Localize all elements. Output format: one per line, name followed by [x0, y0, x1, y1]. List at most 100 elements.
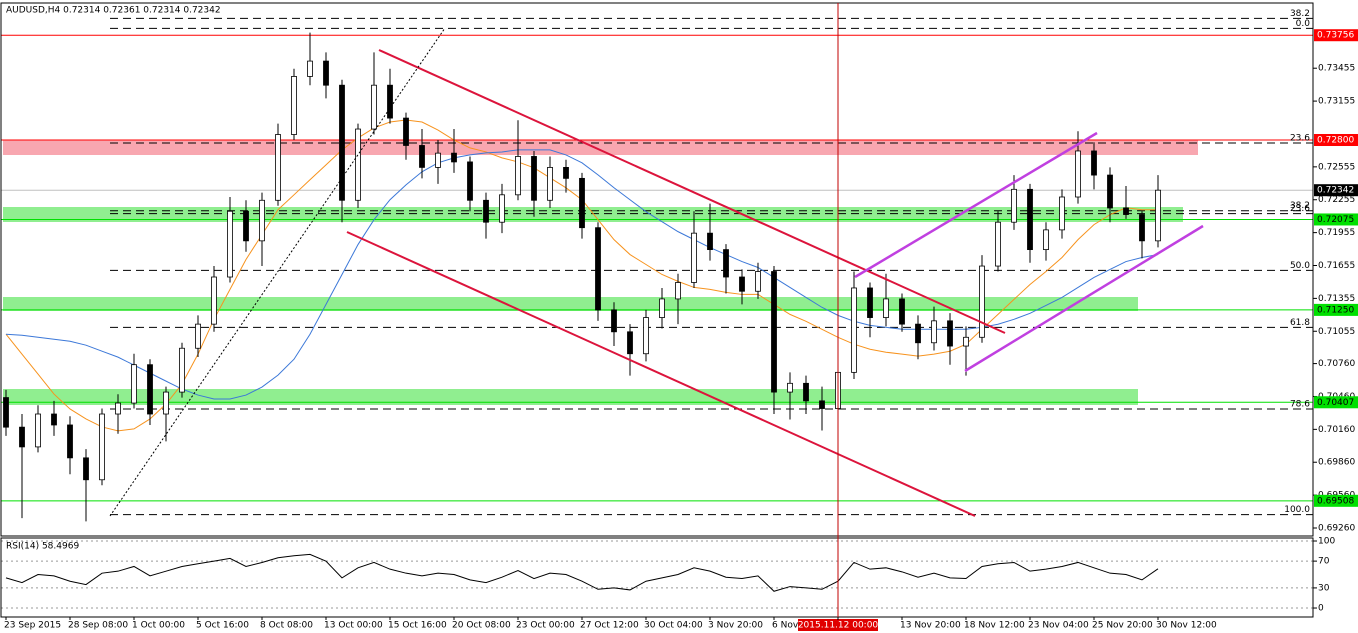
support-zone: [3, 389, 1138, 405]
fib-label: 23.6: [1290, 204, 1310, 214]
candle-body: [1011, 188, 1017, 223]
candle-body: [563, 167, 569, 179]
price-level-label: 0.73756: [1317, 31, 1354, 41]
marks: [3, 32, 1161, 592]
candle-body: [1059, 196, 1065, 231]
candle-body: [675, 282, 681, 300]
candle-body: [355, 128, 361, 201]
candle-body: [323, 60, 329, 86]
channel-line: [964, 224, 1204, 373]
x-tick-label: 23 Oct 00:00: [516, 621, 575, 631]
candle-body: [723, 249, 729, 278]
candle-body: [979, 265, 985, 338]
price-level-label: 0.72342: [1317, 186, 1354, 196]
candle-body: [259, 199, 265, 242]
price-level-tag: [1314, 134, 1358, 147]
y-tick-label: 0.73155: [1318, 97, 1355, 107]
price-level-tag: [1314, 494, 1358, 507]
x-tick-label: 27 Oct 12:00: [580, 621, 639, 631]
x-tick-label: 13 Oct 00:00: [324, 621, 383, 631]
price-level-tag: [1314, 396, 1358, 409]
candle-body: [643, 317, 649, 355]
y-tick-label: 0.71355: [1318, 294, 1355, 304]
candle-body: [659, 298, 665, 318]
candle-body: [1123, 207, 1129, 215]
candle-body: [419, 145, 425, 168]
candle-body: [147, 364, 153, 415]
candle-body: [67, 424, 73, 459]
candle-body: [611, 309, 617, 333]
price-level-tag: [1314, 184, 1358, 197]
candle-body: [787, 382, 793, 393]
candle-body: [947, 320, 953, 347]
price-level-tag: [1314, 213, 1358, 226]
channel-line: [346, 231, 976, 517]
candle-body: [1107, 174, 1113, 209]
levels: [1, 17, 1313, 609]
y-tick-label: 0.72255: [1318, 195, 1355, 205]
candle-body: [1043, 229, 1049, 251]
candle-body: [1027, 188, 1033, 251]
y-tick-label: 0.70760: [1318, 359, 1355, 369]
candle-body: [35, 413, 41, 448]
candle-body: [803, 382, 809, 402]
candle-body: [1075, 150, 1081, 198]
candle-body: [691, 232, 697, 283]
candle-body: [963, 336, 969, 347]
fib-label: 78.6: [1290, 399, 1310, 409]
price-level-tag: [1314, 29, 1358, 42]
candle-body: [307, 60, 313, 77]
y-tick-label: 0.69260: [1318, 523, 1355, 533]
chart-title: AUDUSD,H4 0.72314 0.72361 0.72314 0.7234…: [6, 6, 221, 16]
resistance-zone: [3, 140, 1198, 155]
candle-body: [483, 199, 489, 223]
x-tick-label: 5 Oct 16:00: [196, 621, 249, 631]
candle-body: [595, 227, 601, 311]
y-tick-label: 0.71055: [1318, 327, 1355, 337]
fib-trend-line: [109, 27, 446, 517]
y-tick-label: 100: [1318, 537, 1335, 547]
candle-body: [131, 364, 137, 404]
x-tick-label: 20 Oct 08:00: [452, 621, 511, 631]
support-zone: [3, 297, 1138, 311]
candle-body: [243, 210, 249, 242]
price-level-label: 0.70407: [1317, 398, 1354, 408]
axes: 0.73455 0.73155 0.72555 0.72255 0.71955 0.716…: [4, 3, 1358, 631]
candle-body: [179, 347, 185, 393]
y-tick-label: 0.69860: [1318, 458, 1355, 468]
x-tick-label: 23 Nov 04:00: [1028, 621, 1089, 631]
trend-drawings: [109, 27, 1204, 517]
y-tick-label: 0.70160: [1318, 425, 1355, 435]
fib-label: 23.6: [1290, 133, 1310, 143]
candle-body: [739, 276, 745, 292]
rsi-line: [5, 553, 1159, 592]
x-tick-label: 8 Oct 08:00: [260, 621, 313, 631]
candle-body: [403, 117, 409, 146]
candle-body: [115, 402, 121, 415]
candle-body: [883, 298, 889, 318]
y-tick-label: 70: [1318, 557, 1330, 567]
candle-body: [371, 84, 377, 130]
x-tick-label: 3 Nov 20:00: [708, 621, 763, 631]
candle-body: [851, 287, 857, 373]
candle-body: [819, 400, 825, 409]
y-tick-label: 0.71655: [1318, 261, 1355, 271]
candle-body: [275, 134, 281, 201]
price-level-label: 0.72075: [1317, 215, 1354, 225]
candle-body: [547, 167, 553, 201]
fib-label: 100.0: [1284, 505, 1310, 515]
candle-body: [435, 152, 441, 168]
candle-body: [99, 413, 105, 481]
y-tick-label: 0.72555: [1318, 162, 1355, 172]
y-tick-label: 30: [1318, 583, 1330, 593]
candle-body: [867, 287, 873, 318]
price-level-label: 0.71250: [1317, 305, 1354, 315]
price-level-tag: [1314, 303, 1358, 316]
candle-body: [499, 194, 505, 223]
candle-body: [195, 323, 201, 349]
candle-body: [467, 161, 473, 201]
crosshair-tag: [798, 619, 878, 631]
rsi-panel-border: [0, 537, 1314, 618]
